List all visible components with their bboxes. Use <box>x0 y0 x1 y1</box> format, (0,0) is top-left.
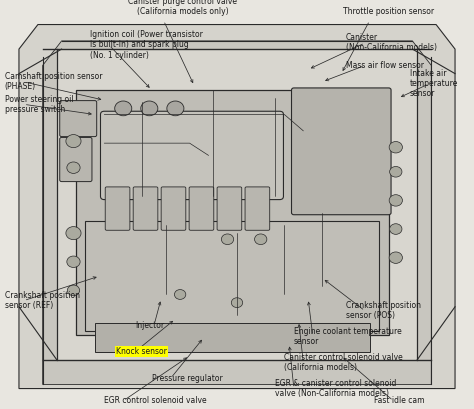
Circle shape <box>67 256 80 267</box>
Circle shape <box>67 162 80 173</box>
Text: Camshaft position sensor
(PHASE): Camshaft position sensor (PHASE) <box>5 72 102 91</box>
Circle shape <box>66 227 81 240</box>
Text: Throttle position sensor: Throttle position sensor <box>343 7 434 16</box>
Circle shape <box>115 101 132 116</box>
Text: Fast idle cam: Fast idle cam <box>374 396 425 405</box>
Text: Ignition coil (Power transistor
is built-in) and spark plug
(No. 1 cylinder): Ignition coil (Power transistor is built… <box>90 30 203 60</box>
Text: Canister purge control valve
(California models only): Canister purge control valve (California… <box>128 0 237 16</box>
Circle shape <box>67 285 80 296</box>
FancyBboxPatch shape <box>95 323 370 352</box>
Text: Crankshaft position
sensor (REF): Crankshaft position sensor (REF) <box>5 291 80 310</box>
Circle shape <box>231 298 243 308</box>
Circle shape <box>255 234 267 245</box>
FancyBboxPatch shape <box>217 187 242 230</box>
FancyBboxPatch shape <box>189 187 214 230</box>
FancyBboxPatch shape <box>60 137 92 182</box>
FancyBboxPatch shape <box>245 187 270 230</box>
Polygon shape <box>19 25 455 389</box>
Text: Pressure regulator: Pressure regulator <box>152 374 222 383</box>
Text: Crankshaft position
sensor (POS): Crankshaft position sensor (POS) <box>346 301 421 320</box>
Text: EGR & canister control solenoid
valve (Non-California models): EGR & canister control solenoid valve (N… <box>275 379 396 398</box>
Circle shape <box>167 101 184 116</box>
Circle shape <box>174 290 186 299</box>
Circle shape <box>390 166 402 177</box>
Text: Engine coolant temperature
sensor: Engine coolant temperature sensor <box>294 327 401 346</box>
FancyBboxPatch shape <box>133 187 158 230</box>
Text: EGR control solenoid valve: EGR control solenoid valve <box>104 396 207 405</box>
Circle shape <box>389 252 402 263</box>
FancyBboxPatch shape <box>100 111 283 200</box>
Text: Intake air
temperature
sensor: Intake air temperature sensor <box>410 69 458 99</box>
Circle shape <box>221 234 234 245</box>
FancyBboxPatch shape <box>76 90 389 335</box>
Text: Knock sensor: Knock sensor <box>116 347 167 356</box>
FancyBboxPatch shape <box>85 221 379 331</box>
Circle shape <box>66 135 81 148</box>
Text: Mass air flow sensor: Mass air flow sensor <box>346 61 424 70</box>
FancyBboxPatch shape <box>105 187 130 230</box>
Circle shape <box>390 224 402 234</box>
Text: Canister
(Non-California models): Canister (Non-California models) <box>346 34 437 52</box>
Text: Power steering oil
pressure switch: Power steering oil pressure switch <box>5 95 73 114</box>
Circle shape <box>141 101 158 116</box>
Circle shape <box>389 195 402 206</box>
Text: Canister control solenoid valve
(California models): Canister control solenoid valve (Califor… <box>284 353 403 372</box>
FancyBboxPatch shape <box>60 101 97 137</box>
Circle shape <box>389 142 402 153</box>
Polygon shape <box>43 41 431 384</box>
Text: Injector: Injector <box>135 321 164 330</box>
FancyBboxPatch shape <box>292 88 391 215</box>
Polygon shape <box>57 49 417 360</box>
FancyBboxPatch shape <box>161 187 186 230</box>
